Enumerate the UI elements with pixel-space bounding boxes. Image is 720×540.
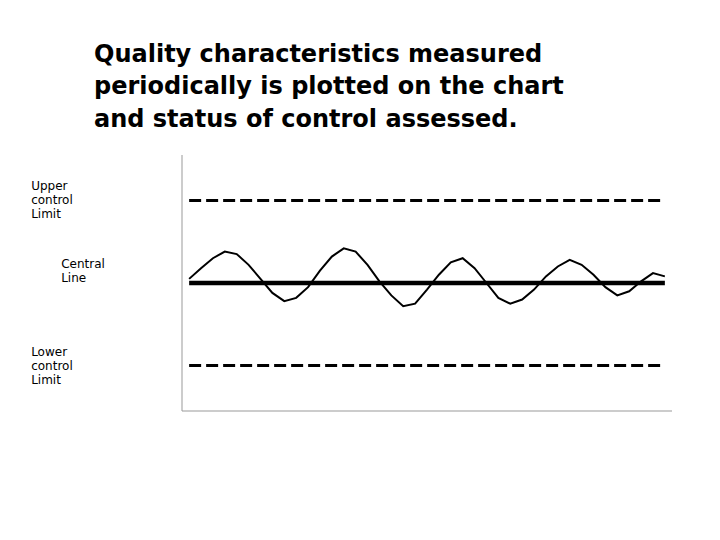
svg-text:CentralLine: CentralLine <box>61 257 105 285</box>
svg-text:LowercontrolLimit: LowercontrolLimit <box>31 344 73 386</box>
svg-text:UppercontrolLimit: UppercontrolLimit <box>31 179 73 221</box>
html-text:Quality characteristics measur: Quality characteristics measured periodi… <box>94 40 564 133</box>
